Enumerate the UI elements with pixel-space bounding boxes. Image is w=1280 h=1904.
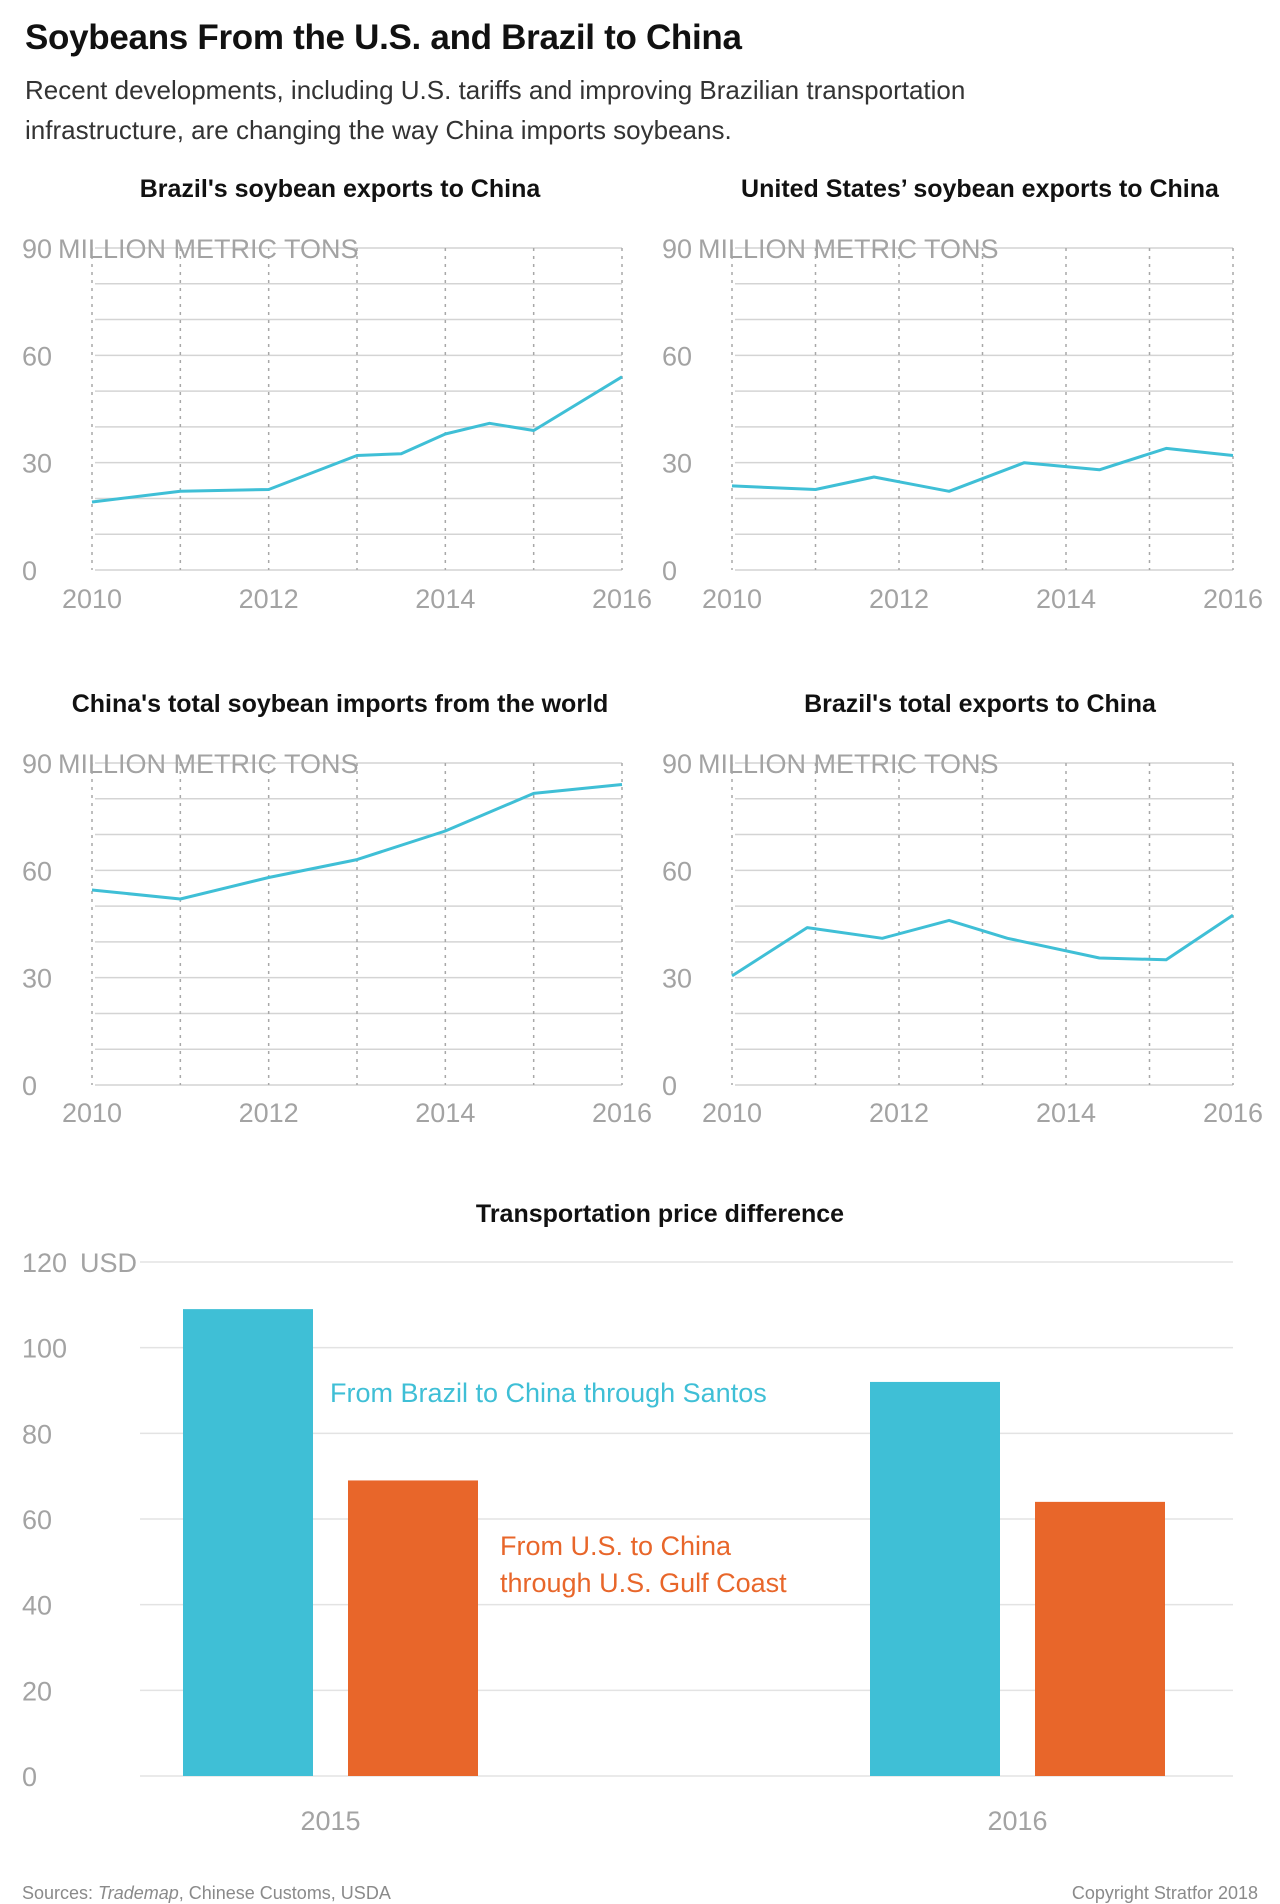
- sources-rest: , Chinese Customs, USDA: [179, 1883, 391, 1903]
- bar-2015-series-1: [348, 1480, 478, 1776]
- bar-2016-series-0: [870, 1382, 1000, 1776]
- y-tick-label: 40: [22, 1591, 52, 1621]
- y-tick-label: 20: [22, 1676, 52, 1706]
- copyright-note: Copyright Stratfor 2018: [1072, 1883, 1258, 1904]
- bar-2015-series-0: [183, 1309, 313, 1776]
- sources-italic: Trademap: [98, 1883, 179, 1903]
- y-tick-label: 80: [22, 1419, 52, 1449]
- x-tick-label: 2015: [300, 1806, 360, 1836]
- y-tick-label: 120: [22, 1248, 67, 1278]
- x-tick-label: 2016: [987, 1806, 1047, 1836]
- y-axis-unit-label: USD: [80, 1248, 137, 1278]
- sources-note: Sources: Trademap, Chinese Customs, USDA: [22, 1883, 391, 1904]
- bar-2016-series-1: [1035, 1502, 1165, 1776]
- sources-prefix: Sources:: [22, 1883, 98, 1903]
- y-tick-label: 100: [22, 1334, 67, 1364]
- y-tick-label: 60: [22, 1505, 52, 1535]
- series-label-brazil: From Brazil to China through Santos: [330, 1378, 767, 1408]
- series-label-us-line-0: From U.S. to China: [500, 1531, 732, 1561]
- series-label-us-line-1: through U.S. Gulf Coast: [500, 1568, 787, 1598]
- y-tick-label: 0: [22, 1762, 37, 1792]
